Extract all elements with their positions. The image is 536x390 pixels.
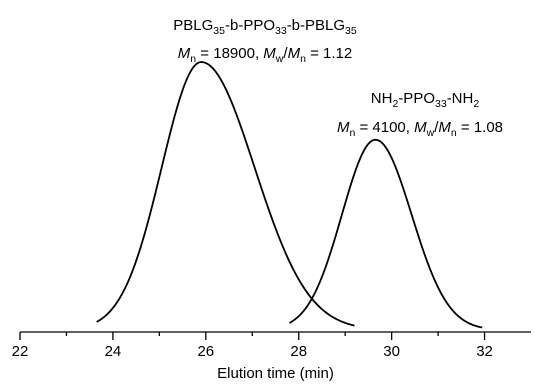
x-axis-title: Elution time (min) — [217, 365, 334, 382]
series-label-2: NH2-PPO33-NH2 — [371, 90, 480, 110]
x-tick-label: 24 — [105, 343, 122, 360]
series-line-1 — [96, 61, 355, 327]
x-tick-label: 22 — [12, 343, 29, 360]
x-tick-label: 30 — [383, 343, 400, 360]
x-tick-label: 26 — [197, 343, 214, 360]
annotations: PBLG35-b-PPO33-b-PBLG35 Mn = 18900, Mw/Mn… — [173, 17, 503, 139]
molar-mass-label-2: Mn = 4100, Mw/Mn = 1.08 — [337, 119, 503, 139]
series-label-1: PBLG35-b-PPO33-b-PBLG35 — [173, 17, 357, 37]
series-line-2 — [288, 138, 483, 329]
molar-mass-label-1: Mn = 18900, Mw/Mn = 1.12 — [178, 45, 352, 65]
series-group — [96, 61, 483, 329]
x-tick-label: 28 — [290, 343, 307, 360]
x-ticks: 22 24 26 28 30 32 — [12, 332, 493, 360]
x-tick-label: 32 — [476, 343, 493, 360]
